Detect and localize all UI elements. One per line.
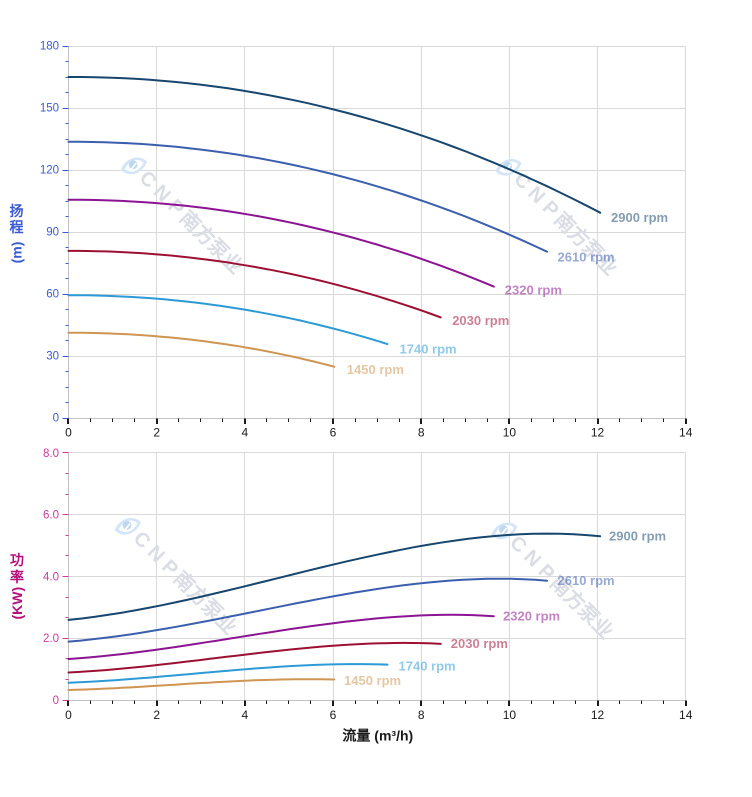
svg-text:2: 2 — [153, 425, 160, 439]
svg-text:2320 rpm: 2320 rpm — [505, 283, 562, 298]
svg-text:0: 0 — [65, 708, 72, 722]
svg-text:2030 rpm: 2030 rpm — [451, 636, 508, 651]
svg-text:程: 程 — [10, 219, 24, 235]
svg-text:(KW): (KW) — [9, 587, 25, 620]
svg-text:14: 14 — [679, 425, 693, 439]
svg-text:1450 rpm: 1450 rpm — [347, 362, 404, 377]
svg-text:流量 (m³/h): 流量 (m³/h) — [342, 728, 413, 744]
svg-text:率: 率 — [10, 569, 24, 585]
svg-text:2030 rpm: 2030 rpm — [452, 313, 509, 328]
svg-text:150: 150 — [40, 103, 59, 115]
svg-text:14: 14 — [679, 708, 693, 722]
svg-text:10: 10 — [503, 708, 517, 722]
svg-text:2610 rpm: 2610 rpm — [558, 250, 615, 265]
svg-text:2900 rpm: 2900 rpm — [609, 529, 666, 544]
svg-text:60: 60 — [46, 289, 59, 301]
svg-text:功: 功 — [10, 552, 24, 568]
svg-text:120: 120 — [40, 165, 59, 177]
svg-text:2.0: 2.0 — [43, 633, 59, 645]
svg-text:6: 6 — [330, 425, 337, 439]
svg-text:4: 4 — [241, 425, 248, 439]
svg-text:8: 8 — [418, 425, 425, 439]
svg-text:30: 30 — [46, 351, 59, 363]
svg-text:12: 12 — [591, 708, 605, 722]
svg-text:0: 0 — [65, 425, 72, 439]
svg-text:0: 0 — [53, 413, 59, 425]
svg-text:180: 180 — [40, 41, 59, 53]
svg-text:4: 4 — [241, 708, 248, 722]
svg-text:8.0: 8.0 — [43, 448, 59, 460]
svg-text:2610 rpm: 2610 rpm — [558, 573, 615, 588]
svg-text:6: 6 — [330, 708, 337, 722]
svg-text:12: 12 — [591, 425, 605, 439]
svg-text:1740 rpm: 1740 rpm — [399, 658, 456, 673]
svg-text:1450 rpm: 1450 rpm — [344, 673, 401, 688]
svg-text:(m): (m) — [9, 242, 25, 264]
svg-text:90: 90 — [46, 227, 59, 239]
svg-text:2320 rpm: 2320 rpm — [503, 609, 560, 624]
svg-text:4.0: 4.0 — [43, 571, 59, 583]
svg-text:0: 0 — [53, 695, 59, 707]
svg-text:1740 rpm: 1740 rpm — [400, 341, 457, 356]
svg-text:2900 rpm: 2900 rpm — [611, 210, 668, 225]
svg-text:10: 10 — [503, 425, 517, 439]
svg-text:6.0: 6.0 — [43, 510, 59, 522]
svg-text:扬: 扬 — [10, 203, 24, 219]
svg-text:2: 2 — [153, 708, 160, 722]
svg-text:8: 8 — [418, 708, 425, 722]
